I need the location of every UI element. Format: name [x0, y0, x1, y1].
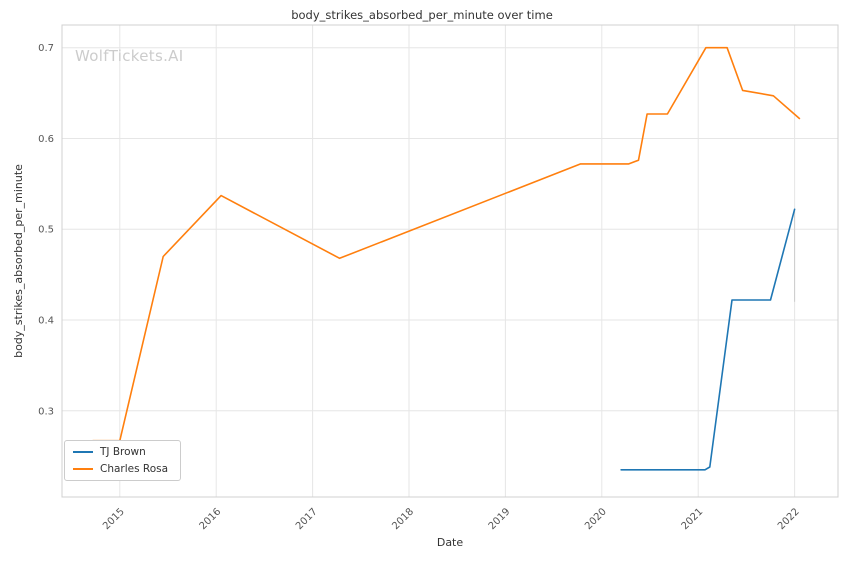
- legend-label-charles-rosa: Charles Rosa: [100, 462, 169, 475]
- legend-item-charles-rosa: Charles Rosa: [73, 462, 169, 475]
- series-line: [620, 208, 796, 471]
- legend-item-tj-brown: TJ Brown: [73, 447, 168, 458]
- y-tick-label: 0.6: [38, 134, 54, 145]
- legend: TJ Brown Charles Rosa: [64, 440, 182, 481]
- y-tick-label: 0.7: [38, 43, 54, 54]
- x-tick-label: 2017: [294, 506, 320, 532]
- legend-swatch-tj-brown: [73, 451, 93, 454]
- y-tick-label: 0.5: [38, 225, 54, 236]
- x-tick-label: 2015: [101, 506, 127, 532]
- series-line: [92, 46, 801, 442]
- legend-label-tj-brown: TJ Brown: [100, 446, 146, 458]
- y-tick-label: 0.4: [38, 316, 54, 327]
- x-tick-label: 2018: [390, 506, 416, 532]
- y-axis-label: body_strikes_absorbed_per_minute: [12, 164, 25, 358]
- watermark: WolfTickets.AI: [75, 47, 184, 65]
- x-tick-label: 2016: [198, 506, 224, 532]
- plot-border: [61, 24, 839, 498]
- x-axis-label: Date: [436, 536, 464, 549]
- legend-swatch-charles-rosa: [73, 467, 93, 470]
- x-tick-label: 2022: [776, 506, 802, 532]
- chart-title: body_strikes_absorbed_per_minute over ti…: [291, 8, 553, 22]
- x-tick-label: 2021: [680, 506, 706, 532]
- x-tick-label: 2019: [487, 506, 513, 532]
- y-tick-label: 0.3: [38, 406, 54, 417]
- x-tick-label: 2020: [583, 506, 609, 532]
